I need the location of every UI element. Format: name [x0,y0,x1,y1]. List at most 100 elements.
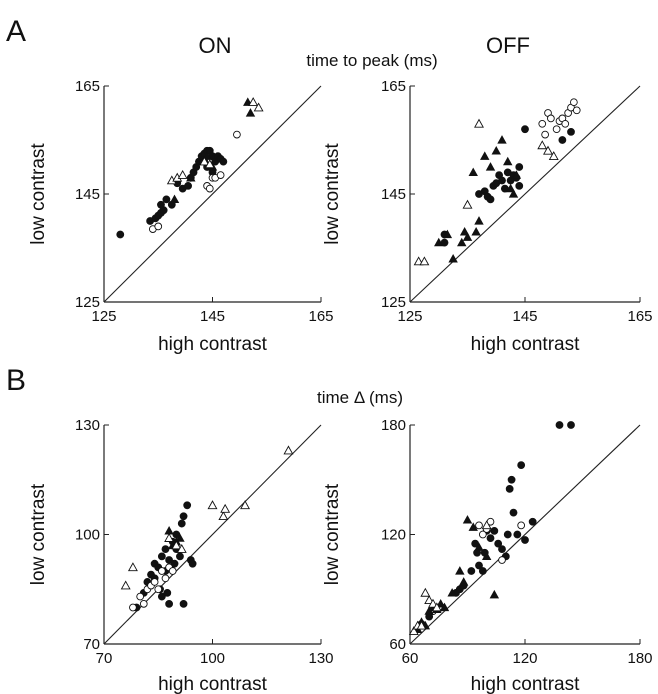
x-tick-label: 60 [402,650,419,667]
x-axis-label: high contrast [158,674,268,694]
data-point-open-circle [161,574,170,583]
data-point-open-circle [154,222,163,231]
data-point-open-circle [154,585,163,594]
data-point-open-circle [233,130,241,139]
plot-a-off: 125 145 165 125 145 165 high contrast low contr… [322,78,653,355]
column-title-on: ON [199,33,232,58]
data-point-filled-circle [161,545,170,553]
data-point-open-circle [150,578,159,586]
y-tick-label: 145 [75,186,100,203]
data-point-filled-circle [163,589,172,597]
x-axis-label: high contrast [158,334,268,355]
x-tick-label: 165 [627,308,652,325]
data-point-filled-circle [165,599,173,608]
data-point-open-circle [168,567,177,575]
y-tick-label: 180 [381,417,406,434]
data-point-open-triangle [431,602,442,612]
y-axis-label: low contrast [322,483,343,585]
y-tick-label: 125 [381,294,406,311]
data-point-open-triangle [462,199,473,209]
data-point-filled-triangle [503,156,513,166]
data-point-open-circle [475,521,483,530]
data-point-filled-triangle [462,515,473,524]
y-tick-label: 100 [75,527,100,544]
data-point-filled-circle [509,508,518,517]
data-point-filled-circle [558,136,567,144]
data-point-filled-circle [521,125,529,134]
column-title-off: OFF [486,33,530,58]
data-point-filled-circle [162,195,171,204]
data-point-filled-triangle [458,577,469,586]
data-point-filled-circle [567,127,575,136]
x-tick-label: 100 [200,650,225,667]
data-point-open-circle [129,603,137,612]
data-point-open-circle [158,567,166,575]
data-point-filled-circle [467,567,476,575]
x-tick-label: 145 [512,308,537,325]
panel-label-b: B [6,364,26,397]
data-point-filled-triangle [474,542,484,551]
data-point-open-triangle [481,520,492,530]
data-point-filled-circle [515,163,524,171]
x-axis-label: high contrast [471,334,581,355]
data-point-open-triangle [428,598,438,608]
y-tick-label: 130 [75,417,100,434]
data-point-filled-triangle [175,533,185,542]
plot-b-on: 70 100 130 70 100 130 high contrast low contras… [28,417,334,694]
row-title-time-to-peak: time to peak (ms) [306,51,437,70]
data-point-filled-triangle [447,588,457,597]
y-tick-label: 60 [389,636,406,653]
data-point-open-circle [205,184,214,193]
data-point-filled-circle [498,176,506,185]
data-point-open-triangle [220,503,231,513]
data-point-open-triangle [248,97,259,107]
data-point-open-triangle [537,140,548,150]
y-tick-label: 120 [381,527,406,544]
data-point-filled-triangle [511,170,522,179]
data-point-open-triangle [199,156,210,166]
data-point-open-triangle [164,533,175,542]
data-point-open-circle [478,530,487,539]
y-tick-label: 145 [381,186,406,203]
data-point-open-circle [538,119,547,128]
data-point-open-triangle [204,159,215,169]
data-point-open-circle [498,556,506,564]
data-point-filled-triangle [471,226,481,236]
data-point-open-triangle [548,151,559,161]
data-point-filled-circle [475,561,483,570]
data-point-filled-circle [528,517,537,526]
identity-line [103,85,322,303]
plot-a-on: 125 145 165 125 145 165 high contrast low contr… [28,78,334,355]
data-point-filled-circle [498,545,506,553]
data-point-filled-circle [177,519,186,528]
data-point-filled-circle [183,501,192,510]
data-point-filled-circle [157,592,166,601]
data-point-filled-triangle [459,226,470,236]
data-point-filled-triangle [462,232,473,241]
data-point-filled-circle [507,475,516,484]
data-point-filled-triangle [474,216,484,225]
data-point-filled-triangle [468,522,478,531]
y-tick-label: 165 [381,78,406,95]
data-point-filled-triangle [439,602,450,612]
data-point-open-triangle [424,595,435,605]
data-point-filled-circle [521,536,529,544]
data-point-filled-circle [157,200,165,209]
data-point-open-triangle [127,562,138,572]
data-point-filled-circle [219,157,228,166]
data-point-filled-triangle [448,253,458,263]
identity-line [409,424,641,645]
row-title-time-delta: time Δ (ms) [317,388,403,407]
plot-b-off: 60 120 180 60 120 180 high contrast low contras… [322,417,653,694]
data-point-open-triangle [240,500,251,510]
data-point-filled-circle [478,567,487,575]
data-point-filled-triangle [497,135,507,144]
data-point-filled-triangle [245,108,256,117]
y-axis-label: low contrast [322,143,343,245]
data-point-open-triangle [474,118,484,128]
data-point-open-circle [517,521,526,530]
data-point-filled-triangle [489,589,500,599]
data-point-open-circle [139,599,148,608]
data-point-filled-circle [176,552,184,561]
y-tick-label: 70 [83,636,100,653]
